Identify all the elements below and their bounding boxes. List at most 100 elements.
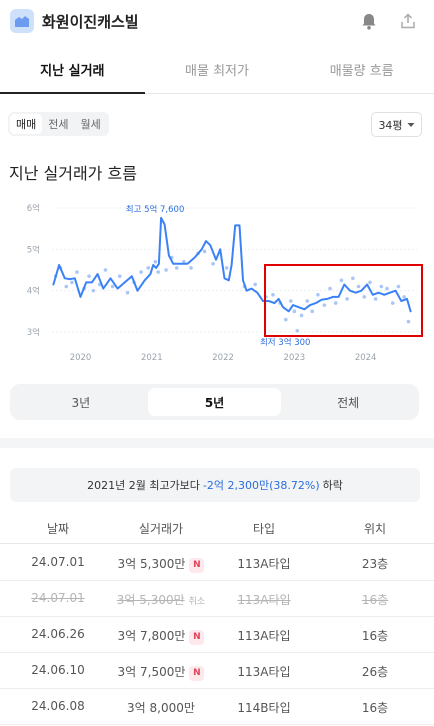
table-row-cancelled[interactable]: 24.07.01 3억 5,300만 취소 113A타입 16층 xyxy=(0,581,434,617)
transaction-point xyxy=(174,266,179,270)
price-change-banner: 2021년 2월 최고가보다 -2억 2,300만(38.72%) 하락 xyxy=(10,468,420,502)
banner-suffix: 하락 xyxy=(322,479,343,492)
trade-type-jeonse[interactable]: 전세 xyxy=(48,118,69,131)
period-all-button[interactable]: 전체 xyxy=(337,395,360,410)
row-date: 24.06.08 xyxy=(31,699,85,713)
x-tick-label: 2022 xyxy=(212,353,234,363)
transaction-point xyxy=(284,317,288,322)
transaction-point xyxy=(156,270,161,274)
transaction-point xyxy=(295,328,300,333)
transaction-point xyxy=(362,295,367,299)
price-trend-chart: 3억 4억 5억 6억 2020 2021 2022 2023 2024 최고 5억 7,60… xyxy=(27,203,423,363)
building-logo-icon xyxy=(10,9,34,33)
price-diff-value: -2억 2,300만(38.72%) xyxy=(202,479,320,492)
transaction-point xyxy=(373,297,378,301)
transaction-point xyxy=(316,293,320,297)
row-floor: 16층 xyxy=(361,629,389,643)
x-tick-label: 2021 xyxy=(141,353,163,363)
transaction-point xyxy=(91,288,96,293)
transaction-point xyxy=(125,290,130,295)
transaction-point xyxy=(310,309,314,314)
cancel-tag: 취소 xyxy=(188,597,206,607)
transaction-point xyxy=(87,274,91,278)
tab-listing-volume[interactable]: 매물량 흐름 xyxy=(329,64,394,79)
row-date: 24.07.01 xyxy=(31,555,85,569)
row-price: 3억 5,300만 취소 xyxy=(106,591,216,608)
transaction-point xyxy=(164,268,168,272)
row-floor: 23층 xyxy=(361,557,389,571)
transaction-point xyxy=(345,297,349,301)
transaction-point xyxy=(117,274,122,278)
period-3y-button[interactable]: 3년 xyxy=(71,395,91,410)
transaction-point xyxy=(385,286,389,291)
transaction-point xyxy=(224,266,229,270)
transaction-table-header: 날짜 실거래가 타입 위치 xyxy=(0,514,434,544)
table-row[interactable]: 24.07.01 3억 5,300만 N 113A타입 23층 xyxy=(0,545,434,581)
trade-type-sale[interactable]: 매매 xyxy=(10,114,43,134)
transaction-point xyxy=(299,313,304,318)
row-date: 24.07.01 xyxy=(31,591,85,605)
size-select[interactable]: 34평 xyxy=(371,112,422,137)
new-badge: N xyxy=(189,558,205,573)
new-badge: N xyxy=(189,666,205,681)
x-tick-label: 2023 xyxy=(284,353,306,363)
row-price: 3억 5,300만 N xyxy=(106,555,216,573)
share-icon[interactable] xyxy=(395,8,421,34)
trade-type-segment: 매매 전세 월세 xyxy=(8,112,109,136)
transaction-point xyxy=(253,282,257,287)
header-floor: 위치 xyxy=(363,522,387,536)
table-row[interactable]: 24.06.26 3억 7,800만 N 113A타입 16층 xyxy=(0,617,434,653)
row-price-value: 3억 7,500만 xyxy=(117,665,186,679)
transaction-point xyxy=(402,295,406,299)
row-date: 24.06.26 xyxy=(31,627,85,641)
header-type: 타입 xyxy=(252,522,276,536)
transaction-point xyxy=(289,299,293,303)
transaction-point xyxy=(202,249,207,254)
section-title: 지난 실거래가 흐름 xyxy=(9,164,137,183)
tab-lowest-listing[interactable]: 매물 최저가 xyxy=(185,64,249,79)
section-divider xyxy=(0,438,434,448)
transaction-point xyxy=(103,268,108,272)
transaction-point xyxy=(333,301,338,305)
y-tick-label: 3억 xyxy=(27,327,40,338)
row-floor: 16층 xyxy=(361,701,389,715)
main-tabs: 지난 실거래 매물 최저가 매물량 흐름 xyxy=(0,46,434,94)
transaction-point xyxy=(189,266,193,270)
row-type: 113A타입 xyxy=(237,593,291,607)
header-price: 실거래가 xyxy=(138,522,184,536)
row-type: 113A타입 xyxy=(237,629,291,643)
bell-icon[interactable] xyxy=(356,8,382,34)
transaction-point xyxy=(356,284,361,289)
tab-past-transactions[interactable]: 지난 실거래 xyxy=(0,46,145,94)
y-tick-label: 6억 xyxy=(27,203,40,214)
y-tick-label: 5억 xyxy=(27,244,40,255)
transaction-point xyxy=(351,276,355,281)
transaction-point xyxy=(70,280,74,285)
row-type: 113A타입 xyxy=(237,665,291,679)
y-tick-label: 4억 xyxy=(27,286,40,297)
row-price-value: 3억 7,800만 xyxy=(117,629,186,643)
row-floor: 16층 xyxy=(361,593,389,607)
period-tabs: 3년 5년 전체 xyxy=(10,384,419,420)
transaction-point xyxy=(211,262,215,266)
transaction-point xyxy=(182,259,186,264)
table-row[interactable]: 24.06.10 3억 7,500만 N 113A타입 26층 xyxy=(0,653,434,689)
app-header: 화원이진캐스빌 xyxy=(0,0,434,44)
size-select-value: 34평 xyxy=(378,118,403,132)
banner-prefix: 2021년 2월 최고가보다 xyxy=(87,479,200,492)
page-title: 화원이진캐스빌 xyxy=(42,13,139,31)
max-price-label: 최고 5억 7,600 xyxy=(126,204,185,215)
row-price: 3억 7,800만 N xyxy=(106,627,216,645)
row-type: 114B타입 xyxy=(237,701,291,715)
table-row[interactable]: 24.06.08 3억 8,000만 114B타입 16층 xyxy=(0,689,434,725)
trade-type-monthly[interactable]: 월세 xyxy=(80,118,101,131)
transaction-point xyxy=(153,259,158,264)
period-5y-button[interactable]: 5년 xyxy=(147,388,282,416)
transaction-point xyxy=(292,309,297,314)
row-date: 24.06.10 xyxy=(31,663,85,677)
caret-down-icon xyxy=(407,122,415,127)
transaction-point xyxy=(406,319,411,324)
highlight-box xyxy=(264,264,423,337)
transaction-point xyxy=(75,270,79,274)
transaction-point xyxy=(322,303,327,307)
